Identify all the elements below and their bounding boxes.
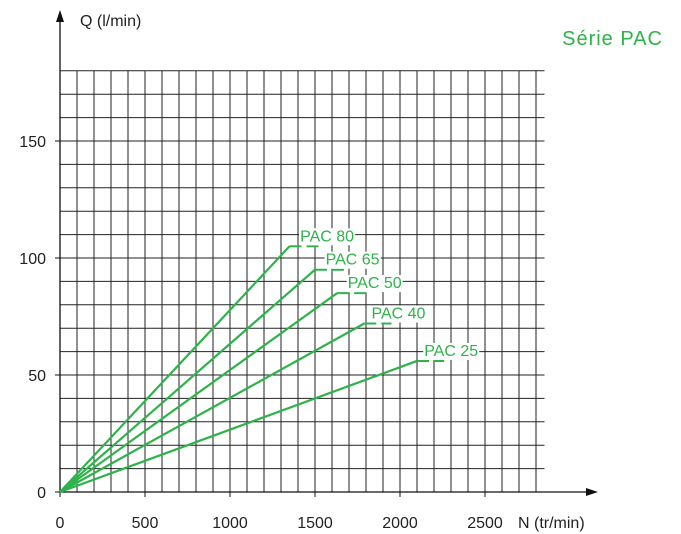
axes [56, 10, 598, 496]
x-tick-label: 0 [56, 515, 65, 532]
x-tick-label: 2000 [382, 515, 418, 532]
y-tick-label: 0 [37, 485, 46, 502]
y-tick-label: 150 [19, 134, 46, 151]
x-axis-arrow [586, 488, 598, 496]
series-label: PAC 40 [372, 306, 426, 323]
series-label-bg [346, 275, 403, 293]
tick-labels: 0 500 1000 1500 2000 2500 0 50 100 150 [19, 134, 503, 532]
series-label-bg [299, 228, 356, 246]
series-labels: PAC 80 PAC 65 PAC 50 PAC 40 PAC 25 [299, 228, 480, 360]
series-line [59, 322, 365, 493]
series-label-bg [370, 305, 427, 323]
y-axis-label: Q (l/min) [80, 13, 141, 30]
x-tick-label: 1000 [212, 515, 248, 532]
y-axis-arrow [56, 10, 64, 22]
series-label: PAC 50 [348, 275, 402, 292]
series-line [59, 292, 338, 493]
series-label: PAC 25 [424, 343, 478, 360]
series-line [59, 359, 418, 494]
series-label-bg [324, 251, 381, 269]
x-tick-label: 1500 [297, 515, 333, 532]
series-line [59, 245, 291, 493]
series-label: PAC 80 [300, 228, 354, 245]
series-lines [59, 245, 445, 494]
x-axis-label: N (tr/min) [518, 515, 585, 532]
x-tick-label: 500 [132, 515, 159, 532]
series-line [59, 268, 316, 493]
series-label: PAC 65 [326, 252, 380, 269]
grid [59, 70, 545, 493]
x-tick-label: 2500 [467, 515, 503, 532]
y-tick-label: 50 [28, 368, 46, 385]
y-tick-label: 100 [19, 251, 46, 268]
series-label-bg [423, 342, 480, 360]
chart-title: Série PAC [562, 28, 663, 50]
